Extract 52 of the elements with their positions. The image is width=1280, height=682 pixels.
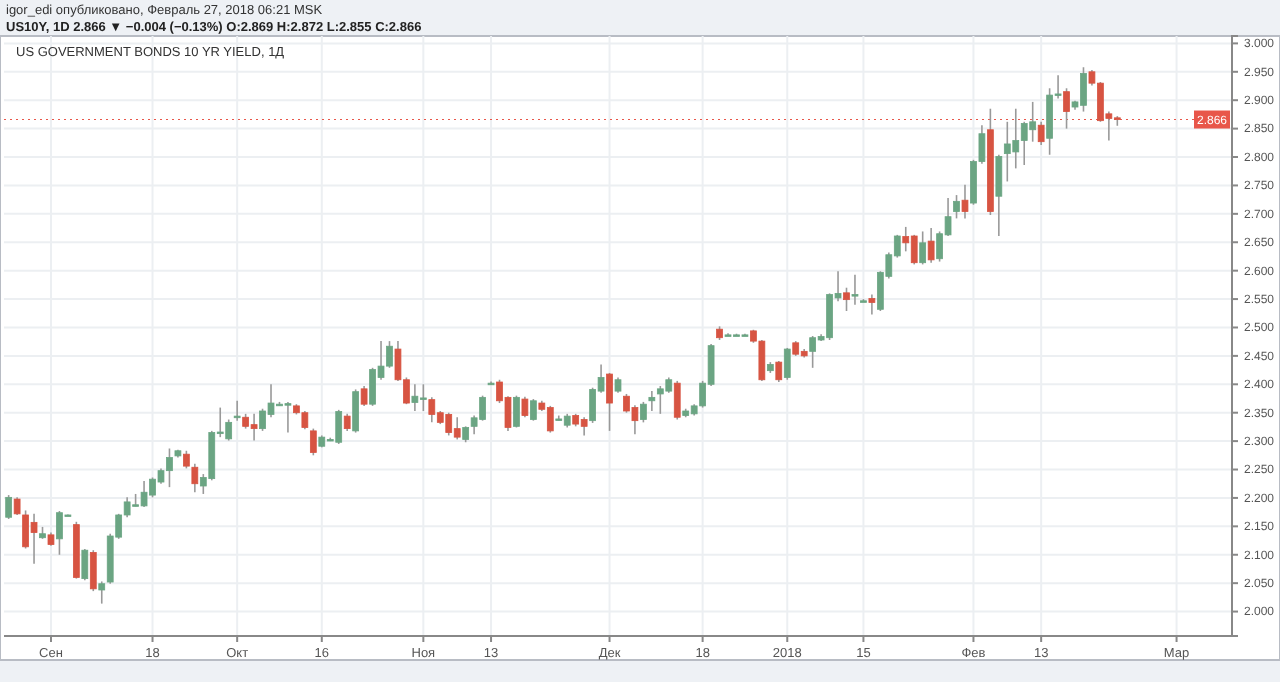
- candlestick: [89, 549, 97, 592]
- candlestick: [521, 396, 529, 419]
- candlestick: [1020, 121, 1028, 166]
- candlestick: [530, 398, 537, 422]
- candlestick: [868, 293, 876, 316]
- candlestick: [411, 383, 419, 412]
- candlestick: [428, 396, 436, 424]
- candlestick: [360, 385, 368, 407]
- candlestick: [656, 385, 664, 415]
- candlestick: [419, 383, 427, 412]
- candlestick: [81, 548, 89, 582]
- candlestick: [309, 427, 317, 457]
- candlestick: [961, 184, 969, 220]
- candlestick: [1003, 121, 1011, 183]
- candlestick: [809, 335, 817, 369]
- candlestick: [631, 404, 639, 436]
- candlestick: [843, 286, 850, 312]
- candlestick: [919, 230, 927, 266]
- candlestick: [783, 347, 791, 381]
- candlestick: [1037, 121, 1045, 146]
- candlestick: [445, 411, 453, 437]
- candlestick: [513, 394, 520, 429]
- candlestick: [673, 380, 681, 421]
- candlestick: [995, 153, 1003, 237]
- candlestick: [851, 273, 859, 306]
- candlestick: [910, 234, 918, 266]
- candlestick: [233, 399, 241, 422]
- candlestick: [98, 580, 106, 605]
- candlestick: [640, 401, 647, 424]
- candlestick: [140, 480, 148, 508]
- candlestick: [1029, 101, 1037, 143]
- candlestick: [250, 413, 258, 442]
- candlestick: [479, 394, 486, 422]
- candlestick: [1063, 87, 1070, 130]
- candlestick: [580, 416, 588, 437]
- candlestick: [352, 388, 359, 434]
- candlestick: [191, 463, 199, 494]
- candlestick: [453, 416, 461, 441]
- candlestick: [335, 409, 343, 445]
- candlestick: [927, 227, 935, 264]
- candlestick: [208, 430, 216, 482]
- candlestick: [225, 418, 233, 442]
- candlestick: [1012, 107, 1020, 170]
- candlestick: [301, 410, 309, 430]
- candlestick: [5, 494, 13, 520]
- candlestick: [775, 360, 783, 383]
- candlestick: [648, 390, 656, 412]
- candlestick: [953, 194, 960, 220]
- candlestick: [30, 513, 38, 565]
- candlestick: [606, 372, 613, 432]
- candlestick: [546, 405, 554, 434]
- candlestick: [284, 401, 292, 434]
